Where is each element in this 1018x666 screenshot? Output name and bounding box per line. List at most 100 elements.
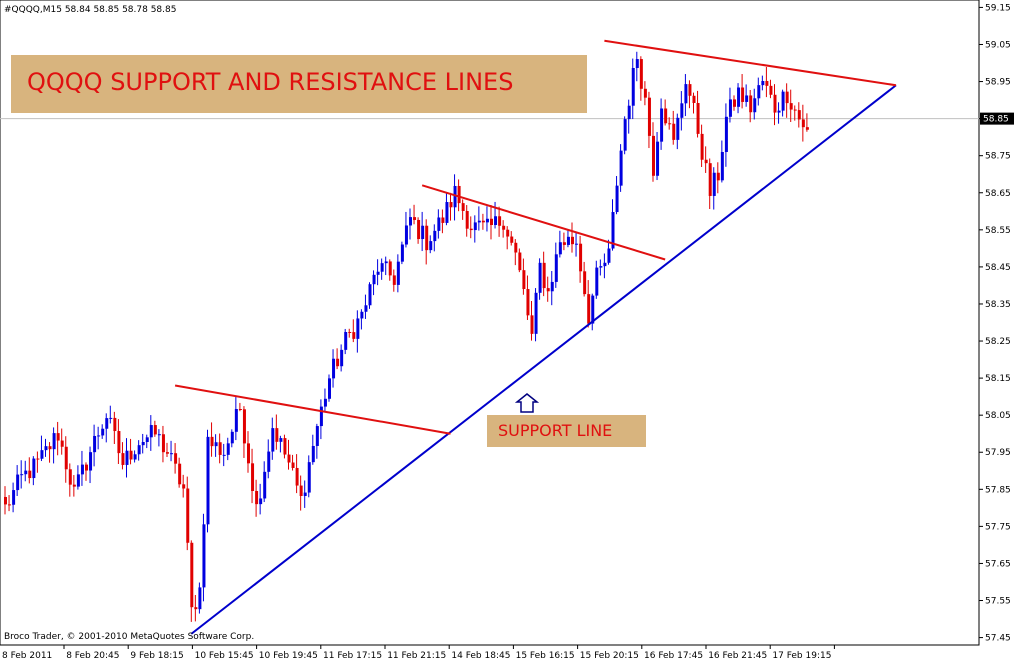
- candle: [639, 56, 643, 101]
- candle: [8, 495, 12, 512]
- candle: [206, 429, 210, 533]
- candle: [635, 51, 639, 82]
- x-tick-label: 8 Feb 20:45: [66, 651, 119, 661]
- resistance-1-trend-line[interactable]: [174, 384, 451, 435]
- candle: [571, 222, 574, 253]
- candle: [558, 230, 562, 258]
- candle: [542, 251, 546, 297]
- candle: [48, 442, 52, 463]
- resistance-2-trend-line[interactable]: [421, 184, 666, 261]
- candle: [226, 437, 230, 461]
- candle: [449, 192, 453, 221]
- candle: [372, 270, 376, 296]
- candle: [56, 421, 60, 456]
- candle: [716, 162, 720, 194]
- candle: [400, 241, 404, 265]
- candle: [510, 231, 514, 246]
- candle: [210, 422, 214, 457]
- y-tick-label: 57.55: [985, 597, 1011, 607]
- candle: [522, 258, 526, 295]
- support-trend-line[interactable]: [190, 84, 897, 635]
- candle: [425, 219, 429, 265]
- candle: [579, 235, 583, 283]
- candle: [145, 434, 149, 449]
- candle: [668, 117, 672, 130]
- candle: [724, 103, 728, 167]
- candle: [80, 450, 84, 486]
- candle: [76, 465, 80, 490]
- candle: [631, 58, 635, 120]
- candle: [157, 429, 161, 447]
- candle: [692, 92, 696, 114]
- candle: [469, 216, 473, 239]
- candle: [506, 226, 510, 250]
- candle: [307, 455, 311, 498]
- candle: [680, 91, 684, 131]
- candle: [485, 206, 489, 232]
- candle: [12, 482, 16, 513]
- candle: [251, 448, 255, 504]
- candle: [753, 88, 757, 120]
- candle: [125, 438, 129, 478]
- candle: [129, 438, 133, 465]
- y-tick-label: 58.15: [985, 374, 1011, 384]
- candle: [417, 217, 421, 244]
- candle: [105, 413, 109, 443]
- resistance-3-trend-line[interactable]: [604, 39, 897, 87]
- x-tick-label: 9 Feb 18:15: [130, 651, 183, 661]
- candle: [384, 256, 388, 276]
- y-tick-label: 57.85: [985, 485, 1011, 495]
- candle: [583, 261, 587, 297]
- candle: [643, 81, 647, 106]
- candle: [769, 79, 773, 99]
- candle: [182, 474, 186, 498]
- candle: [437, 209, 441, 239]
- support-annotation-box: [487, 415, 646, 447]
- candle: [445, 193, 449, 226]
- candle: [170, 440, 174, 462]
- x-tick-label: 10 Feb 15:45: [195, 651, 254, 661]
- candle: [376, 259, 380, 286]
- candle: [595, 260, 599, 299]
- candle: [761, 75, 765, 91]
- title-annotation-text: QQQQ SUPPORT AND RESISTANCE LINES: [27, 68, 513, 96]
- candle: [356, 310, 360, 353]
- copyright-text: Broco Trader, © 2001-2010 MetaQuotes Sof…: [4, 632, 254, 642]
- candle: [749, 89, 753, 123]
- candle: [490, 205, 493, 240]
- price-axis: 59.15 59.05 58.95 58.85 58.75 58.65 58.55 58.45…: [979, 3, 1014, 644]
- candle: [24, 460, 28, 482]
- candle: [684, 74, 688, 117]
- candle: [554, 242, 558, 288]
- candle: [40, 435, 44, 462]
- x-tick-label: 11 Feb 21:15: [387, 651, 446, 661]
- candle: [117, 419, 121, 465]
- candle: [32, 456, 36, 486]
- current-price-label: 58.85: [983, 115, 1009, 125]
- candle: [109, 405, 113, 424]
- candle: [433, 224, 437, 252]
- candle: [263, 461, 267, 503]
- candle: [619, 144, 623, 192]
- candle: [461, 199, 465, 220]
- candle: [413, 204, 417, 225]
- candle: [194, 595, 198, 622]
- candle: [368, 282, 372, 309]
- candle: [664, 99, 668, 126]
- candle: [757, 77, 761, 106]
- candle: [291, 454, 295, 471]
- candle: [36, 451, 40, 473]
- candle: [741, 74, 745, 109]
- y-tick-label: 58.65: [985, 189, 1011, 199]
- candle: [720, 140, 724, 183]
- candle: [238, 402, 242, 412]
- candle: [530, 301, 534, 341]
- candle: [392, 269, 396, 292]
- candle: [133, 450, 137, 463]
- candle: [174, 443, 178, 474]
- candle: [737, 83, 741, 114]
- candle: [255, 479, 259, 517]
- candle: [149, 415, 153, 451]
- candle: [712, 167, 716, 210]
